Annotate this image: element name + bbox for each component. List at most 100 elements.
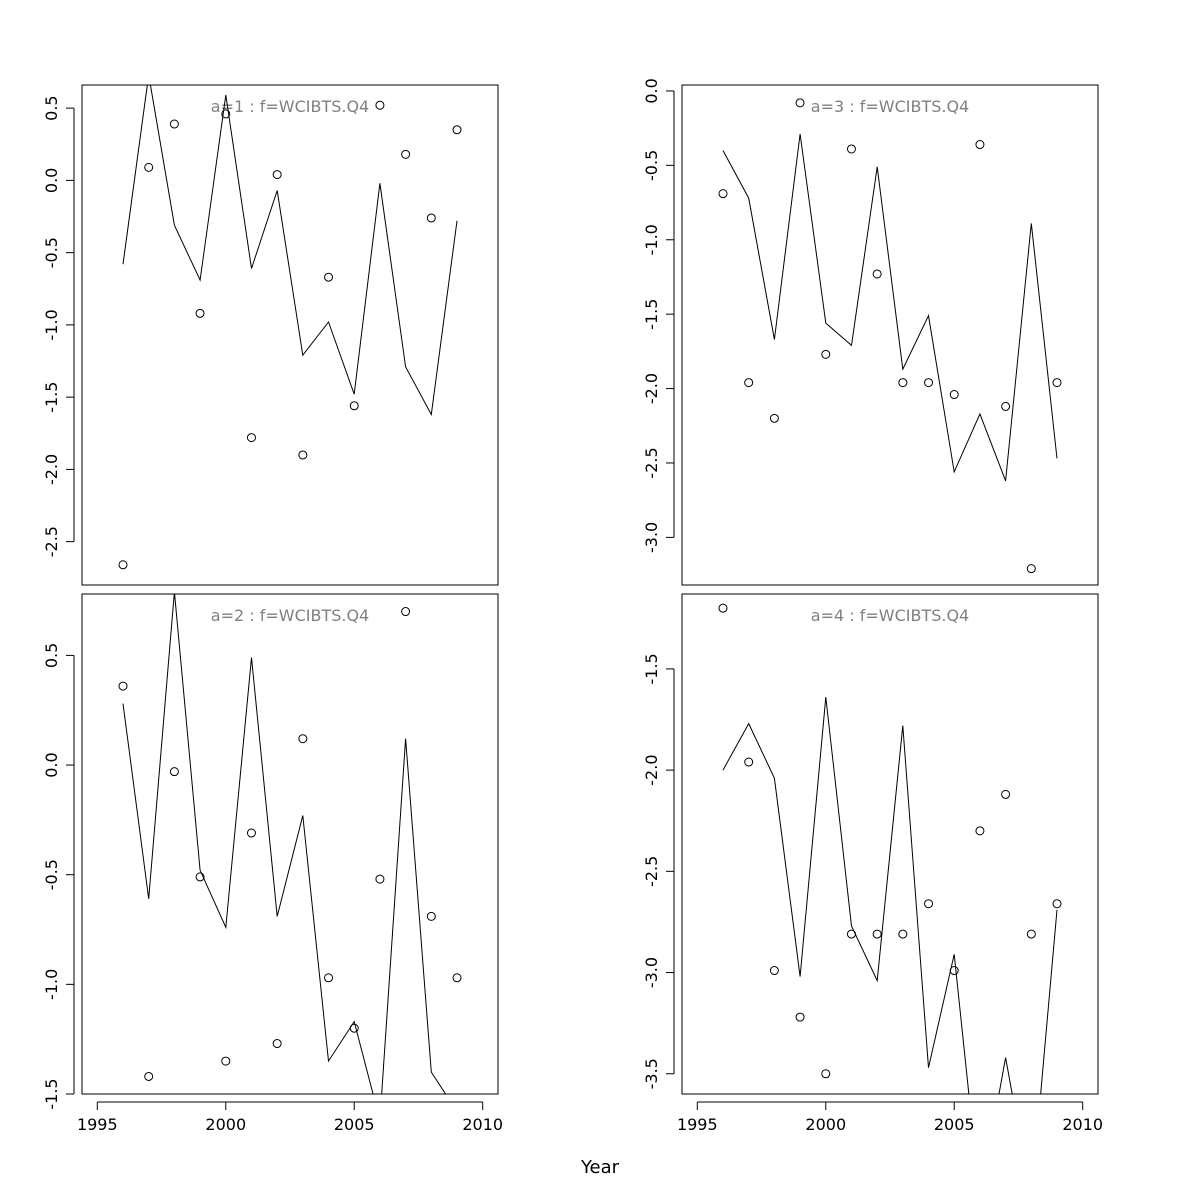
- panel-4-y-tick-label: -3.5: [642, 1058, 661, 1089]
- panel-1-observed-point: [246, 433, 256, 443]
- panel-2-observed-point: [846, 144, 856, 154]
- panel-2-observed-point: [769, 413, 779, 423]
- panel-3-x-tick-label: 2000: [205, 1115, 246, 1134]
- panel-3-observed-point: [246, 828, 256, 838]
- panel-4-observed-point: [1026, 929, 1036, 939]
- panel-4-observed-point: [1052, 899, 1062, 909]
- panel-2-fitted-line: [722, 134, 1058, 481]
- panel-3-x-tick-label: 2010: [462, 1115, 503, 1134]
- panel-4-observed-point: [898, 929, 908, 939]
- panel-1: a=1 : f=WCIBTS.Q4 -2.5 -2.0 -1.5 -1.0 -0.5 0.0…: [42, 84, 499, 586]
- panel-3-observed-point: [298, 734, 308, 744]
- panel-3-observed-point: [169, 767, 179, 777]
- panel-1-y-tick-label: 0.0: [42, 168, 61, 193]
- panel-4-observed-point: [795, 1012, 805, 1022]
- panel-2-observed-point: [924, 378, 934, 388]
- panel-4-y-tick-label: -2.5: [642, 856, 661, 887]
- panel-4-x-tick-label: 1995: [677, 1115, 718, 1134]
- panel-2-observed-point: [1052, 378, 1062, 388]
- panel-4-y-tick-label: -2.0: [642, 755, 661, 786]
- panel-4: a=4 : f=WCIBTS.Q4 -3.5 -3.0 -2.5 -2.0 -1.5 199…: [642, 593, 1103, 1134]
- panel-1-fitted-line: [122, 85, 458, 417]
- panel-4-x-tick-label: 2005: [934, 1115, 975, 1134]
- panel-3: a=2 : f=WCIBTS.Q4 -1.5 -1.0 -0.5 0.0 0.5 1995 2…: [42, 593, 503, 1134]
- panel-3-observed-point: [324, 973, 334, 983]
- panel-4-x-tick-label: 2010: [1062, 1115, 1103, 1134]
- panel-2-observed-point: [975, 140, 985, 150]
- panel-2-y-tick-label: -1.0: [642, 224, 661, 255]
- panel-2-observed-point: [1026, 564, 1036, 574]
- panel-1-title: a=1 : f=WCIBTS.Q4: [211, 97, 369, 116]
- panel-2-observed-point: [744, 378, 754, 388]
- panel-3-observed-point: [426, 911, 436, 921]
- panel-1-plot-area: [118, 85, 462, 570]
- panel-3-observed-point: [452, 973, 462, 983]
- panel-4-observed-point: [769, 966, 779, 976]
- panel-2-y-tick-label: -1.5: [642, 299, 661, 330]
- panel-2-observed-point: [821, 349, 831, 359]
- panel-3-frame: [81, 593, 499, 1095]
- panel-2-y-tick-label: 0.0: [642, 78, 661, 103]
- panel-3-observed-point: [221, 1056, 231, 1066]
- panel-3-y-tick-label: 0.0: [42, 752, 61, 777]
- panel-2-observed-point: [898, 378, 908, 388]
- panel-3-x-tick-label: 1995: [77, 1115, 118, 1134]
- panel-1-observed-point: [375, 100, 385, 110]
- panel-3-y-tick-label: -0.5: [42, 859, 61, 890]
- panel-1-y-tick-label: 0.5: [42, 95, 61, 120]
- panel-1-frame: [81, 84, 499, 586]
- panel-1-observed-point: [452, 125, 462, 135]
- panel-2-y-tick-label: -2.5: [642, 447, 661, 478]
- panel-3-fitted-line: [122, 594, 447, 1094]
- panel-4-title: a=4 : f=WCIBTS.Q4: [811, 606, 969, 625]
- panel-1-y-tick-label: -2.5: [42, 526, 61, 557]
- panel-1-observed-point: [272, 170, 282, 180]
- panel-3-observed-point: [349, 1023, 359, 1033]
- panel-2-y-tick-label: -3.0: [642, 522, 661, 553]
- panel-2-observed-point: [949, 390, 959, 400]
- panel-4-observed-point: [924, 899, 934, 909]
- panel-1-y-tick-label: -1.5: [42, 382, 61, 413]
- panel-3-observed-point: [272, 1039, 282, 1049]
- panel-2-observed-point: [718, 189, 728, 199]
- panel-3-observed-point: [401, 607, 411, 617]
- panel-4-observed-point: [1001, 789, 1011, 799]
- panel-2-observed-point: [1001, 401, 1011, 411]
- panel-2-y-tick-label: -2.0: [642, 373, 661, 404]
- panel-1-observed-point: [118, 560, 128, 570]
- panel-2-y-tick-label: -0.5: [642, 150, 661, 181]
- panel-4-observed-point: [846, 929, 856, 939]
- panel-3-y-tick-label: -1.0: [42, 969, 61, 1000]
- panel-1-observed-point: [426, 213, 436, 223]
- panel-2-title: a=3 : f=WCIBTS.Q4: [811, 97, 969, 116]
- panel-3-title: a=2 : f=WCIBTS.Q4: [211, 606, 369, 625]
- panel-2-observed-point: [795, 98, 805, 108]
- x-axis-title: Year: [580, 1157, 620, 1178]
- panel-1-observed-point: [298, 450, 308, 460]
- panel-2-observed-point: [872, 269, 882, 279]
- panel-4-observed-point: [872, 929, 882, 939]
- panel-3-observed-point: [118, 681, 128, 691]
- panel-1-y-tick-label: -1.0: [42, 309, 61, 340]
- panel-3-observed-point: [144, 1071, 154, 1081]
- panel-4-plot-area: [718, 603, 1062, 1094]
- panel-3-x-tick-label: 2005: [334, 1115, 375, 1134]
- panel-1-observed-point: [221, 109, 231, 119]
- panel-1-observed-point: [401, 149, 411, 159]
- panel-4-y-tick-label: -3.0: [642, 957, 661, 988]
- panel-1-observed-point: [195, 308, 205, 318]
- panel-1-y-tick-label: -2.0: [42, 454, 61, 485]
- panel-4-fitted-line: [722, 697, 1058, 1094]
- panel-2-plot-area: [718, 98, 1062, 574]
- panel-1-observed-point: [349, 401, 359, 411]
- panel-3-plot-area: [118, 594, 462, 1094]
- panel-3-y-tick-label: -1.5: [42, 1078, 61, 1109]
- panel-3-y-tick-label: 0.5: [42, 643, 61, 668]
- panel-4-observed-point: [949, 966, 959, 976]
- panel-4-x-tick-label: 2000: [805, 1115, 846, 1134]
- panel-1-observed-point: [324, 272, 334, 282]
- panel-4-observed-point: [718, 603, 728, 613]
- panel-1-observed-point: [144, 162, 154, 172]
- panel-4-frame: [681, 593, 1099, 1095]
